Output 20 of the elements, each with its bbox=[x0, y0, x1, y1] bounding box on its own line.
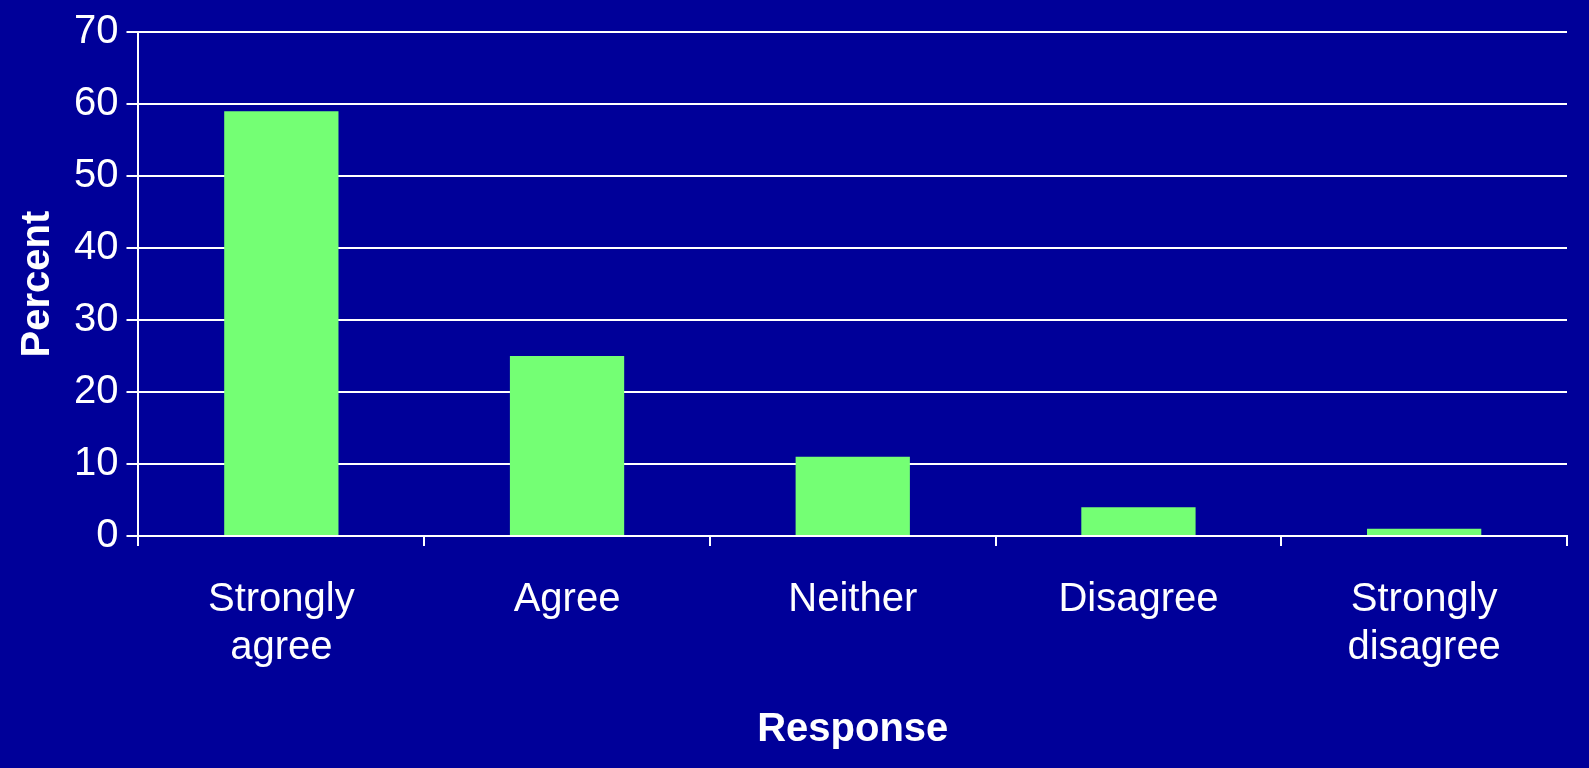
y-tick-label: 50 bbox=[73, 151, 119, 196]
y-tick-label: 60 bbox=[73, 79, 119, 124]
y-tick-label: 40 bbox=[73, 223, 119, 268]
bar bbox=[224, 111, 339, 535]
y-axis-title: Percent bbox=[13, 210, 58, 358]
x-tick-label: Neither bbox=[788, 575, 918, 620]
y-tick-label: 70 bbox=[73, 7, 119, 52]
y-tick-label: 10 bbox=[73, 439, 119, 484]
x-tick-label: Strongly disagree bbox=[1347, 575, 1501, 668]
bar bbox=[509, 356, 625, 535]
bar bbox=[795, 456, 910, 535]
x-axis-title: Response bbox=[757, 705, 949, 750]
x-tick-label: Strongly agree bbox=[207, 575, 355, 668]
x-tick-label: Agree bbox=[513, 575, 621, 620]
y-tick-label: 30 bbox=[73, 295, 119, 340]
y-tick-label: 0 bbox=[96, 511, 119, 556]
bar bbox=[1367, 528, 1482, 535]
x-tick-label: Disagree bbox=[1058, 575, 1219, 620]
bar bbox=[1081, 507, 1196, 535]
y-tick-label: 20 bbox=[73, 367, 119, 412]
